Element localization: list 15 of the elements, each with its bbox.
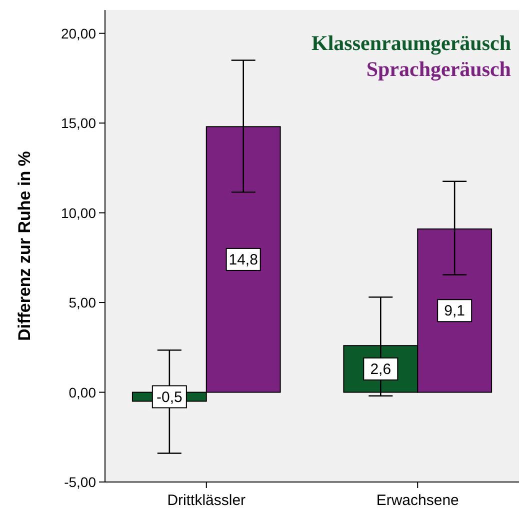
y-tick-label: 20,00 (60, 25, 96, 42)
y-tick-label: 15,00 (60, 115, 96, 132)
y-tick-label: -5,00 (64, 474, 96, 490)
y-tick-label: 0,00 (68, 384, 96, 400)
data-label: 2,6 (370, 360, 392, 378)
text: Klassenraumgeräusch (312, 31, 512, 55)
data-label: 14,8 (228, 251, 258, 268)
x-tick-label: Erwachsene (376, 492, 459, 509)
data-label: -0,5 (156, 388, 182, 406)
x-tick-label: Drittklässler (167, 492, 246, 509)
y-axis-title: Differenz zur Ruhe in % (15, 151, 34, 341)
y-tick-label: 5,00 (68, 294, 96, 311)
y-tick-label: 10,00 (60, 204, 96, 221)
text: Sprachgeräusch (366, 57, 512, 81)
data-label: 9,1 (444, 302, 466, 320)
